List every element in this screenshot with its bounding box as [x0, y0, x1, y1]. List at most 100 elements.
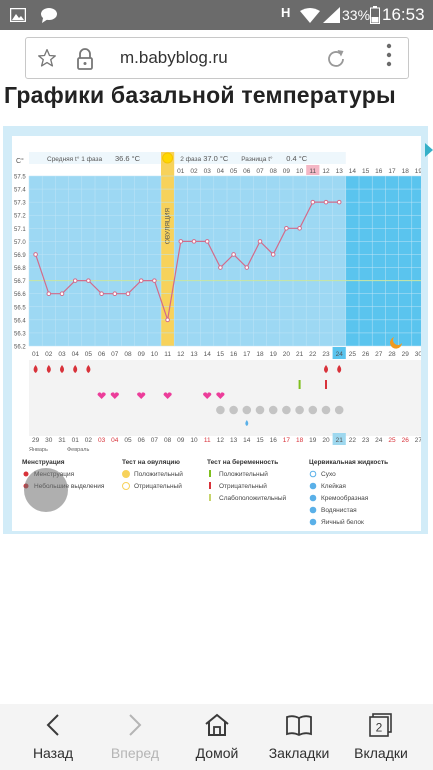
temperature-point [125, 291, 131, 296]
nav-forward-label: Вперед [110, 745, 160, 761]
heart-icon [110, 392, 119, 399]
temperature-point [152, 278, 157, 283]
cycle-day-label: 08 [164, 437, 172, 444]
y-tick-label: 56.2 [14, 345, 26, 351]
cycle-day-label: 09 [177, 437, 185, 444]
bbt-chart: C° Средняя t° 1 фаза 36.6 °C ОВУЛЯЦИЯ 2 фаза… [12, 136, 433, 541]
moon-icon [390, 337, 402, 349]
top-day-label: 08 [270, 168, 278, 175]
back-icon [46, 714, 59, 736]
y-tick-label: 56.5 [14, 305, 26, 311]
menstruation-drop-icon [86, 365, 91, 373]
legend-cervical-icon [309, 494, 317, 502]
url-text: m.babyblog.ru [120, 48, 228, 67]
tabs-icon: 2 [369, 713, 392, 737]
temperature-point [86, 278, 91, 283]
legend-item: Слабоположительный [219, 494, 287, 502]
cycle-day-label: 29 [32, 437, 40, 444]
top-day-label: 04 [217, 168, 225, 175]
bottom-day-label: 02 [45, 351, 53, 358]
top-day-label: 15 [362, 168, 370, 175]
menu-icon[interactable] [381, 42, 397, 68]
top-day-label: 17 [388, 168, 396, 175]
bbt-chart-frame: C° Средняя t° 1 фаза 36.6 °C ОВУЛЯЦИЯ 2 фаза… [3, 126, 433, 541]
star-icon[interactable] [37, 48, 57, 68]
y-tick-label: 56.6 [14, 292, 26, 298]
cycle-day-label: 26 [402, 437, 410, 444]
nav-home[interactable]: Домой [174, 704, 260, 770]
top-day-label: 03 [204, 168, 212, 175]
legend-item: Положительный [134, 470, 183, 478]
highlight-day-cell [306, 165, 320, 175]
pill-icon [216, 405, 225, 415]
cycle-day-label: 15 [256, 437, 264, 444]
pill-icon [268, 405, 278, 415]
ovulation-sun-icon [162, 152, 174, 164]
cycle-day-label: 13 [230, 437, 238, 444]
top-day-label: 10 [296, 168, 304, 175]
phase2-plot-bg [174, 176, 346, 346]
heart-icon [216, 392, 225, 399]
top-day-label: 12 [322, 168, 330, 175]
bottom-day-label: 30 [415, 351, 421, 358]
bottom-day-label: 19 [270, 351, 278, 358]
month-label: Февраль [67, 447, 89, 453]
bottom-navigation: Назад Вперед Домой Закладки 2 Вкладки [0, 704, 433, 770]
nav-tabs-label: Вкладки [354, 745, 408, 761]
cycle-day-label: 17 [283, 437, 291, 444]
top-day-label: 13 [336, 168, 344, 175]
temperature-point [72, 278, 78, 283]
legend-group-title: Тест на беременность [207, 458, 278, 466]
phase2-value: 37.0 °C [203, 154, 229, 163]
bottom-day-label: 26 [362, 351, 370, 358]
bottom-day-label: 09 [138, 351, 146, 358]
battery-icon [370, 6, 380, 24]
temperature-point [244, 265, 250, 270]
reload-icon[interactable] [324, 47, 348, 71]
cycle-day-label: 14 [243, 437, 251, 444]
top-day-label: 16 [375, 168, 383, 175]
cycle-day-label: 19 [309, 437, 317, 444]
temperature-point [284, 226, 289, 231]
legend-group-title: Цервикальная жидкость [309, 459, 388, 466]
page-title: Графики базальной температуры [4, 82, 396, 108]
temperature-point [323, 199, 329, 205]
temperature-point [257, 239, 263, 244]
cycle-day-label: 27 [415, 437, 421, 444]
pill-icon [308, 405, 318, 415]
bottom-day-label: 06 [98, 351, 106, 358]
legend-preg-icon [209, 470, 211, 477]
temperature-point [46, 291, 52, 296]
phase2-label: 2 фаза [180, 156, 201, 163]
temperature-point [165, 317, 170, 323]
y-tick-label: 56.7 [14, 279, 26, 285]
y-tick-label: 56.3 [14, 331, 26, 337]
nav-back[interactable]: Назад [10, 704, 96, 770]
floating-action-button[interactable] [24, 468, 68, 512]
bottom-day-label: 17 [243, 351, 251, 358]
nav-bookmarks[interactable]: Закладки [256, 704, 342, 770]
temperature-point [336, 199, 342, 205]
cycle-day-label: 16 [270, 437, 278, 444]
top-day-label: 01 [177, 168, 185, 175]
temperature-point [138, 278, 144, 283]
menstruation-drop-icon [60, 365, 64, 373]
address-bar[interactable]: m.babyblog.ru [25, 37, 409, 79]
top-day-label: 11 [309, 168, 316, 175]
bottom-day-label: 07 [111, 351, 119, 358]
battery-percent: 33% [342, 7, 371, 23]
nav-tabs[interactable]: 2 Вкладки [338, 704, 424, 770]
menstruation-drop-icon [337, 365, 342, 373]
top-day-label: 07 [256, 168, 264, 175]
temperature-point [178, 239, 184, 244]
temperature-point [191, 239, 197, 244]
y-unit-label: C° [16, 157, 24, 165]
legend-item: Клейкая [321, 482, 346, 490]
legend-item: Положительный [219, 470, 268, 478]
nav-forward[interactable]: Вперед [92, 704, 178, 770]
legend-item: Водянистая [321, 507, 357, 514]
bottom-day-label: 10 [151, 351, 159, 358]
signal-icon [323, 7, 340, 23]
bottom-day-label: 11 [164, 351, 171, 358]
diff-label: Разница t° [241, 155, 273, 163]
